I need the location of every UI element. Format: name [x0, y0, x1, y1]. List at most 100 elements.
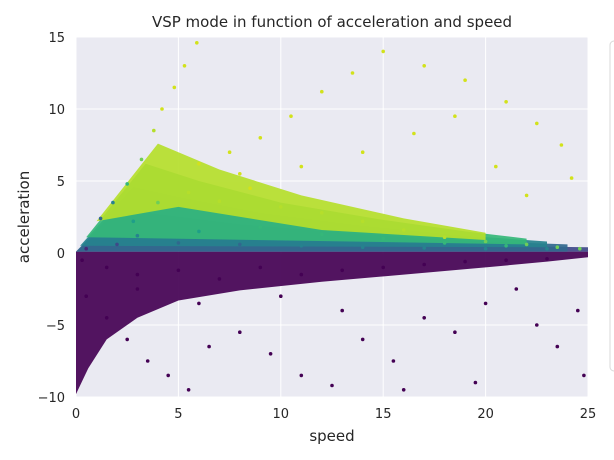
data-points	[80, 41, 586, 392]
scatter-point	[483, 301, 488, 306]
scatter-point	[84, 246, 88, 251]
scatter-point	[360, 150, 365, 154]
x-tick-label: 25	[580, 407, 597, 422]
scatter-point	[535, 121, 539, 126]
scatter-point	[98, 216, 103, 221]
scatter-point	[217, 277, 222, 281]
scatter-point	[504, 244, 508, 248]
scatter-point	[197, 229, 201, 234]
scatter-point	[422, 246, 427, 250]
scatter-point	[104, 316, 109, 320]
negative-accel-band	[76, 251, 588, 395]
x-tick-label: 10	[273, 407, 290, 422]
scatter-point	[555, 344, 560, 349]
scatter-point	[299, 244, 304, 248]
scatter-point	[559, 143, 564, 147]
scatter-point	[195, 41, 199, 45]
y-tick-label: 15	[48, 31, 65, 46]
scatter-point	[166, 373, 170, 378]
scatter-point	[463, 78, 467, 82]
y-tick-label: 10	[48, 103, 65, 118]
scatter-point	[238, 172, 242, 176]
density-bands	[76, 143, 588, 395]
scatter-point	[279, 294, 283, 299]
chart-title: VSP mode in function of acceleration and…	[152, 13, 512, 31]
scatter-point	[422, 316, 427, 320]
scatter-point	[555, 245, 560, 249]
scatter-point	[412, 131, 416, 136]
scatter-point	[135, 233, 140, 238]
scatter-point	[422, 262, 427, 267]
scatter-point	[381, 236, 386, 241]
x-tick-labels: 0 5 10 15 20 25	[72, 407, 596, 422]
scatter-point	[104, 265, 109, 270]
scatter-point	[442, 235, 447, 239]
legend-frame	[609, 40, 614, 372]
scatter-point	[483, 239, 488, 244]
scatter-point	[483, 246, 488, 251]
scatter-point	[320, 232, 324, 237]
scatter-point	[125, 337, 129, 342]
scatter-point	[156, 200, 160, 205]
scatter-point	[401, 228, 406, 232]
scatter-point	[340, 268, 345, 273]
scatter-point	[514, 287, 519, 291]
scatter-point	[131, 219, 136, 224]
scatter-point	[330, 383, 334, 388]
x-tick-label: 20	[477, 407, 494, 422]
scatter-point	[360, 337, 365, 342]
scatter-point	[111, 200, 115, 205]
scatter-point	[84, 294, 88, 299]
scatter-point	[152, 128, 156, 133]
scatter-point	[279, 205, 283, 209]
positive-accel-band	[96, 143, 486, 240]
scatter-point	[299, 272, 304, 277]
scatter-point	[227, 150, 232, 154]
scatter-point	[569, 176, 574, 180]
scatter-point	[258, 136, 263, 140]
scatter-point	[582, 373, 586, 378]
scatter-point	[197, 161, 201, 166]
scatter-point	[578, 246, 582, 251]
scatter-point	[320, 210, 324, 215]
scatter-point	[176, 241, 181, 245]
scatter-point	[172, 85, 177, 90]
scatter-point	[473, 380, 478, 385]
scatter-point	[238, 242, 242, 247]
scatter-point	[391, 359, 396, 363]
y-tick-label: −5	[46, 319, 65, 334]
scatter-point	[381, 49, 386, 54]
scatter-point	[160, 107, 164, 111]
y-tick-label: 5	[57, 175, 65, 190]
scatter-point	[258, 265, 263, 270]
scatter-point	[258, 225, 263, 229]
scatter-point	[545, 246, 549, 251]
scatter-point	[289, 114, 293, 118]
scatter-point	[401, 388, 406, 392]
scatter-point	[186, 388, 191, 392]
scatter-point	[80, 258, 84, 263]
scatter-point	[453, 330, 457, 335]
y-tick-labels: −10 −5 0 5 10 15	[38, 31, 65, 406]
plot-area	[75, 36, 589, 398]
colorbar-legend-cropped	[609, 40, 614, 372]
scatter-point	[340, 308, 345, 313]
scatter-point	[268, 352, 273, 356]
scatter-point	[186, 190, 191, 195]
scatter-point	[360, 219, 365, 224]
scatter-point	[504, 100, 508, 104]
scatter-point	[182, 64, 187, 68]
scatter-point	[135, 272, 140, 277]
scatter-point	[217, 199, 222, 203]
scatter-point	[299, 164, 304, 169]
scatter-point	[494, 164, 498, 169]
scatter-point	[197, 301, 201, 306]
scatter-point	[545, 257, 549, 261]
scatter-point	[442, 241, 447, 245]
scatter-point	[381, 265, 386, 270]
scatter-point	[248, 186, 252, 190]
y-tick-label: 0	[57, 247, 65, 262]
scatter-point	[238, 330, 242, 335]
scatter-point	[115, 242, 119, 247]
scatter-point	[453, 114, 457, 118]
